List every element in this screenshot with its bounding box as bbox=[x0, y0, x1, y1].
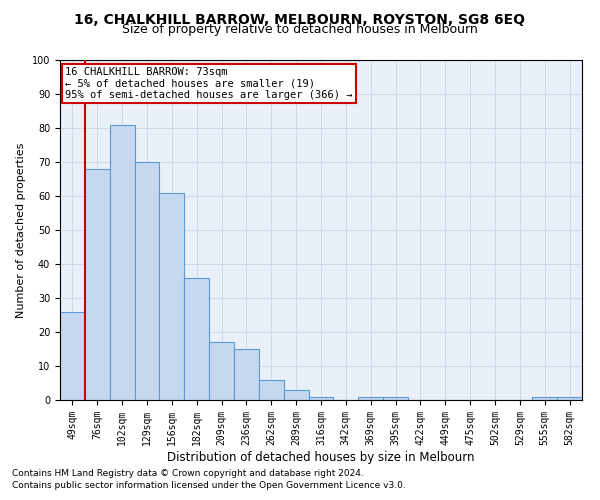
X-axis label: Distribution of detached houses by size in Melbourn: Distribution of detached houses by size … bbox=[167, 450, 475, 464]
Bar bbox=[85, 169, 110, 400]
Bar bbox=[184, 278, 209, 400]
Bar bbox=[284, 390, 308, 400]
Bar bbox=[308, 396, 334, 400]
Text: 16 CHALKHILL BARROW: 73sqm
← 5% of detached houses are smaller (19)
95% of semi-: 16 CHALKHILL BARROW: 73sqm ← 5% of detac… bbox=[65, 67, 353, 100]
Text: Size of property relative to detached houses in Melbourn: Size of property relative to detached ho… bbox=[122, 22, 478, 36]
Bar bbox=[110, 124, 134, 400]
Text: Contains HM Land Registry data © Crown copyright and database right 2024.: Contains HM Land Registry data © Crown c… bbox=[12, 468, 364, 477]
Bar bbox=[259, 380, 284, 400]
Text: 16, CHALKHILL BARROW, MELBOURN, ROYSTON, SG8 6EQ: 16, CHALKHILL BARROW, MELBOURN, ROYSTON,… bbox=[74, 12, 526, 26]
Bar bbox=[60, 312, 85, 400]
Bar bbox=[358, 396, 383, 400]
Bar bbox=[209, 342, 234, 400]
Bar bbox=[557, 396, 582, 400]
Bar bbox=[532, 396, 557, 400]
Text: Contains public sector information licensed under the Open Government Licence v3: Contains public sector information licen… bbox=[12, 481, 406, 490]
Bar bbox=[383, 396, 408, 400]
Bar bbox=[234, 349, 259, 400]
Y-axis label: Number of detached properties: Number of detached properties bbox=[16, 142, 26, 318]
Bar bbox=[134, 162, 160, 400]
Bar bbox=[160, 192, 184, 400]
